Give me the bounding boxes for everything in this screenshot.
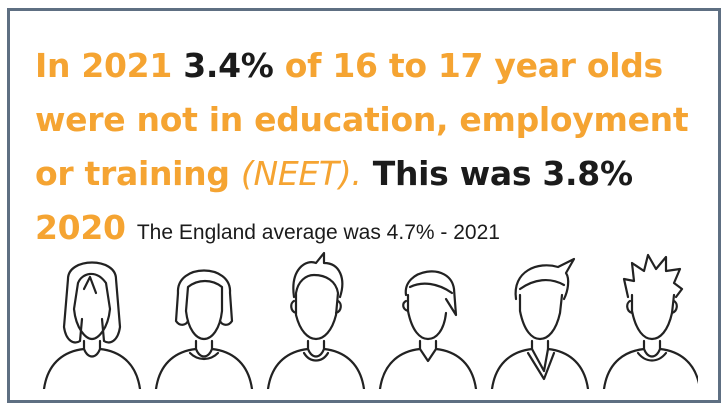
neet-label: (NEET). <box>240 154 362 193</box>
person-icon-4 <box>378 270 478 389</box>
england-average-note: The England average was 4.7% - 2021 <box>136 221 500 244</box>
infographic-card: In 2021 3.4% of 16 to 17 year olds were … <box>7 8 721 403</box>
person-icon-2 <box>154 269 254 389</box>
headline-text-1: In 2021 <box>35 46 184 85</box>
year-2020: 2020 <box>35 208 126 247</box>
people-illustration <box>30 249 698 389</box>
headline: In 2021 3.4% of 16 to 17 year olds were … <box>35 39 695 260</box>
value-2021: 3.4% <box>183 46 274 85</box>
person-icon-1 <box>42 261 142 389</box>
headline-text-2: of 16 to 17 year olds were not in educat… <box>35 46 689 193</box>
headline-text-3: This was <box>361 154 543 193</box>
value-2020: 3.8% <box>542 154 633 193</box>
person-icon-6 <box>602 253 698 389</box>
person-icon-3 <box>266 251 366 389</box>
person-icon-5 <box>490 257 590 389</box>
